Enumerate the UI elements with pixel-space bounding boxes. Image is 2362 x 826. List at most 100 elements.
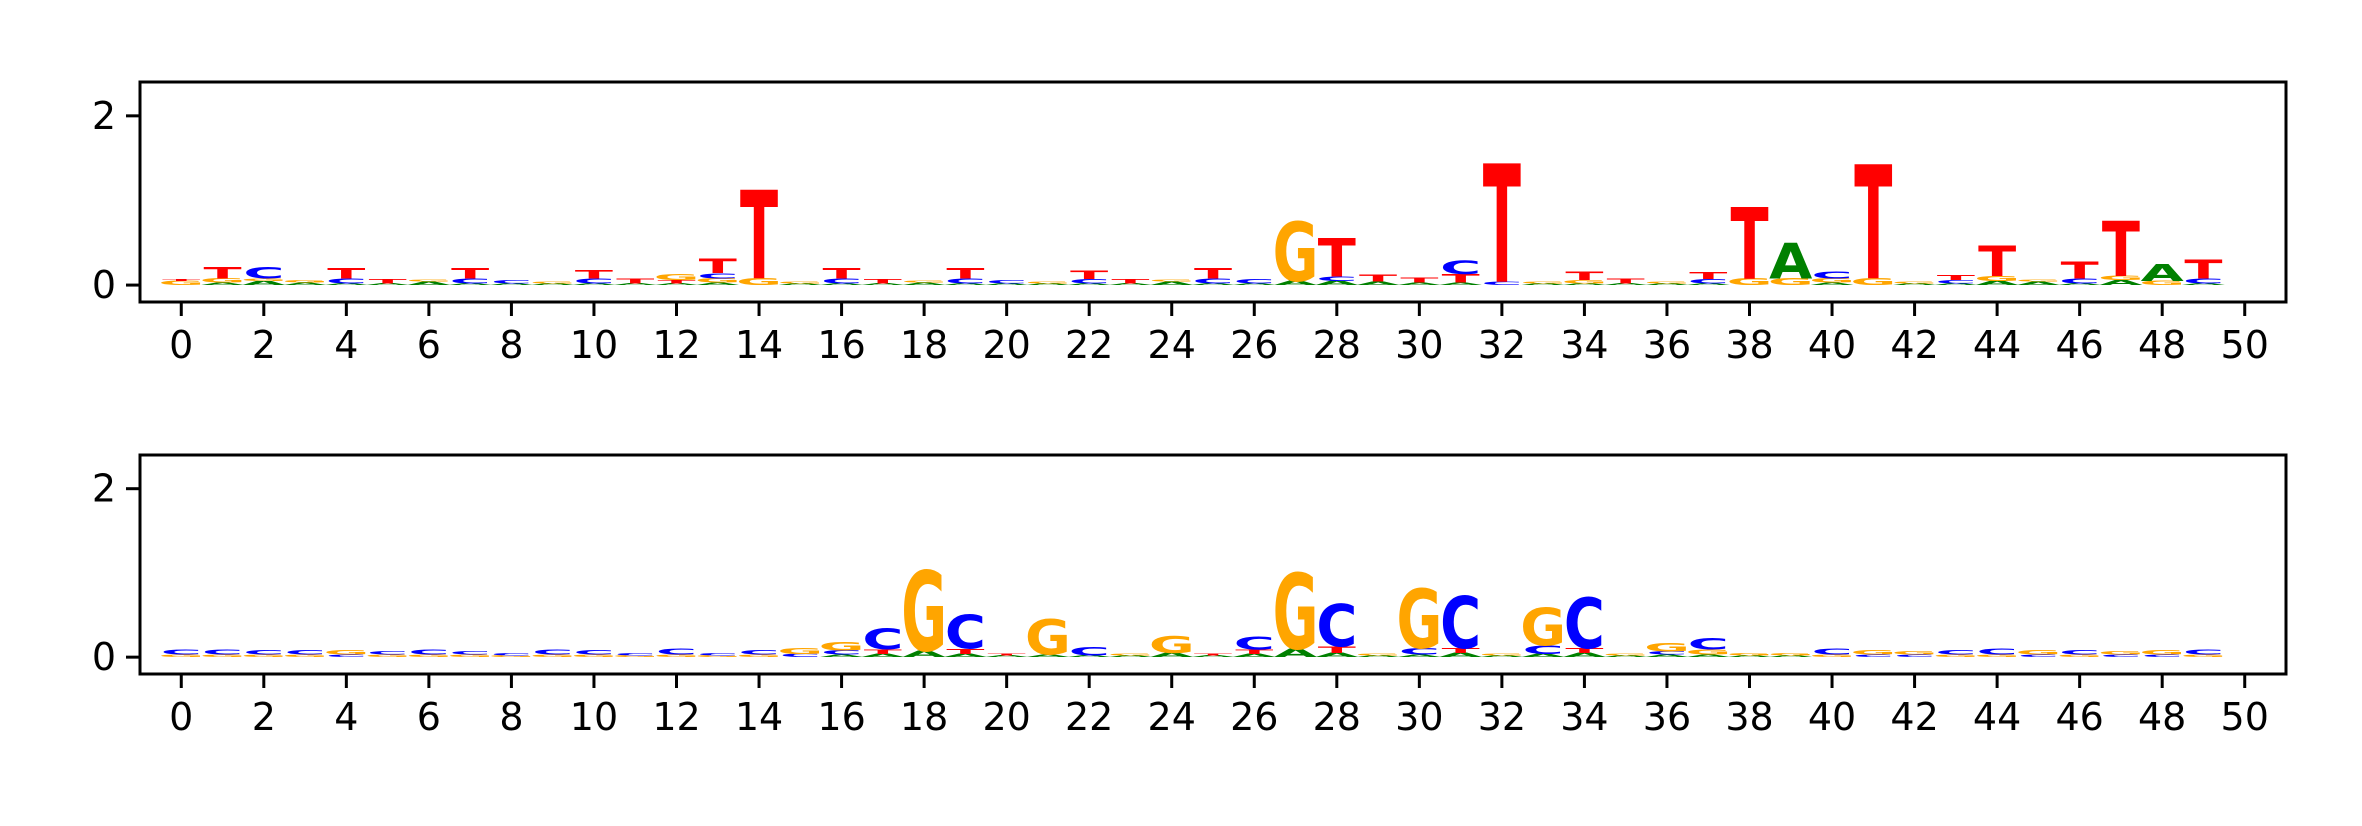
logo-letter-A-pos-19: A (944, 653, 988, 658)
logo-letter-C-pos-41: C (1853, 654, 1894, 658)
logo-letter-G-pos-39: G (1768, 277, 1814, 288)
plot-frame (138, 80, 2288, 304)
logo-letter-C-pos-28: C (1316, 276, 1357, 283)
logo-letter-C-pos-19: C (945, 277, 986, 285)
logo-letter-G-pos-27: G (1273, 206, 1319, 300)
logo-letter-G-pos-13: G (695, 655, 741, 658)
logo-letter-G-pos-39: G (1768, 652, 1814, 656)
logo-letter-A-pos-29: A (1356, 655, 1400, 658)
x-tick-label: 34 (1560, 695, 1608, 739)
logo-letter-A-pos-48: A (2141, 260, 2184, 287)
x-tick-label: 24 (1148, 323, 1196, 367)
y-tick-label: 0 (92, 263, 116, 307)
logo-letter-A-pos-30: A (1398, 654, 1442, 658)
logo-letter-G-pos-0: G (158, 654, 204, 658)
logo-letter-G-pos-43: G (1933, 654, 1979, 658)
logo-letter-C-pos-49: C (2183, 648, 2224, 656)
logo-letter-G-pos-42: G (1892, 650, 1938, 655)
x-tick-label: 48 (2138, 323, 2186, 367)
logo-letter-C-pos-43: C (1935, 649, 1976, 656)
logo-letter-G-pos-36: G (1644, 281, 1690, 284)
logo-letter-G-pos-18: G (901, 548, 947, 677)
x-tick-label: 36 (1643, 695, 1691, 739)
x-tick-label: 0 (169, 323, 193, 367)
x-tick-label: 50 (2221, 695, 2269, 739)
x-tick-label: 42 (1890, 695, 1938, 739)
logo-letter-T-pos-38: T (1730, 187, 1768, 301)
x-tick-label: 18 (900, 695, 948, 739)
x-tick-label: 20 (982, 323, 1030, 367)
x-tick-label: 4 (334, 695, 358, 739)
logo-letter-G-pos-24: G (1149, 280, 1195, 283)
logo-letter-A-pos-9: A (531, 283, 575, 286)
logo-letter-T-pos-22: T (1070, 269, 1109, 283)
logo-letter-A-pos-6: A (407, 281, 451, 286)
logo-letter-G-pos-14: G (736, 277, 782, 288)
y-tick-label: 2 (92, 94, 116, 138)
y-tick-label: 0 (92, 635, 116, 679)
logo-letter-C-pos-4: C (326, 654, 367, 658)
logo-letter-C-pos-14: C (739, 649, 780, 656)
logo-letter-C-pos-47: C (2100, 654, 2141, 658)
logo-letter-A-pos-15: A (779, 283, 823, 286)
logo-letter-G-pos-45: G (2015, 649, 2061, 656)
logo-letter-G-pos-8: G (489, 655, 535, 658)
logo-letter-C-pos-37: C (1688, 278, 1729, 285)
logo-letter-C-pos-33: C (1523, 643, 1564, 656)
logo-letter-A-pos-12: A (655, 283, 699, 286)
logo-letter-A-pos-34: A (1563, 652, 1607, 659)
logo-letter-C-pos-45: C (2018, 654, 2059, 658)
logo-letter-C-pos-36: C (1646, 650, 1687, 655)
logo-letter-G-pos-29: G (1355, 653, 1401, 656)
x-tick-label: 32 (1478, 323, 1526, 367)
logo-letter-T-pos-14: T (740, 166, 778, 307)
logo-letter-A-pos-20: A (985, 655, 1029, 658)
logo-letter-G-pos-2: G (241, 278, 287, 282)
logo-letter-A-pos-37: A (1687, 654, 1731, 658)
logo-letter-C-pos-2: C (243, 263, 284, 282)
logo-letter-C-pos-13: C (697, 272, 738, 280)
logo-letter-T-pos-26: T (1235, 649, 1273, 656)
logo-letter-C-pos-31: C (1440, 257, 1481, 279)
logo-letter-A-pos-38: A (1728, 655, 1772, 658)
x-tick-label: 22 (1065, 323, 1113, 367)
logo-letter-T-pos-25: T (1194, 265, 1232, 281)
logo-letter-T-pos-20: T (988, 653, 1026, 656)
x-tick-label: 38 (1725, 323, 1773, 367)
logo-letter-G-pos-6: G (406, 280, 452, 283)
x-tick-label: 16 (817, 323, 865, 367)
logo-letter-G-pos-35: G (1603, 653, 1649, 656)
logo-letter-C-pos-11: C (615, 652, 656, 656)
logo-letter-C-pos-12: C (656, 647, 697, 656)
logo-letter-A-pos-26: A (1233, 653, 1277, 658)
logo-letter-C-pos-31: C (1440, 582, 1481, 666)
logo-letter-A-pos-21: A (1026, 654, 1070, 658)
logo-letter-C-pos-26: C (1234, 634, 1275, 654)
logo-letter-T-pos-49: T (2184, 255, 2223, 284)
x-tick-label: 46 (2055, 323, 2103, 367)
x-tick-label: 2 (252, 323, 276, 367)
logo-letter-C-pos-16: C (821, 649, 862, 656)
x-tick-label: 14 (735, 695, 783, 739)
logo-letter-G-pos-15: G (777, 281, 823, 284)
logo-letter-C-pos-6: C (408, 648, 449, 656)
logo-letter-C-pos-16: C (821, 277, 862, 285)
x-tick-label: 30 (1395, 323, 1443, 367)
logo-letter-C-pos-7: C (450, 277, 491, 285)
logo-letter-A-pos-21: A (1026, 283, 1070, 286)
logo-letter-G-pos-12: G (654, 273, 700, 282)
logo-letter-T-pos-1: T (203, 263, 241, 282)
logo-letter-G-pos-9: G (530, 281, 576, 284)
logo-letter-C-pos-44: C (1977, 647, 2018, 656)
logo-letter-T-pos-31: T (1442, 647, 1480, 655)
logo-letter-A-pos-40: A (1810, 282, 1854, 286)
x-tick-label: 14 (735, 323, 783, 367)
logo-letter-A-pos-46: A (2058, 283, 2102, 286)
logo-letter-A-pos-1: A (201, 282, 245, 286)
logo-letter-G-pos-30: G (1396, 575, 1442, 668)
logo-letter-A-pos-28: A (1315, 652, 1359, 659)
logo-letter-A-pos-35: A (1604, 283, 1648, 286)
logo-letter-C-pos-43: C (1935, 279, 1976, 284)
